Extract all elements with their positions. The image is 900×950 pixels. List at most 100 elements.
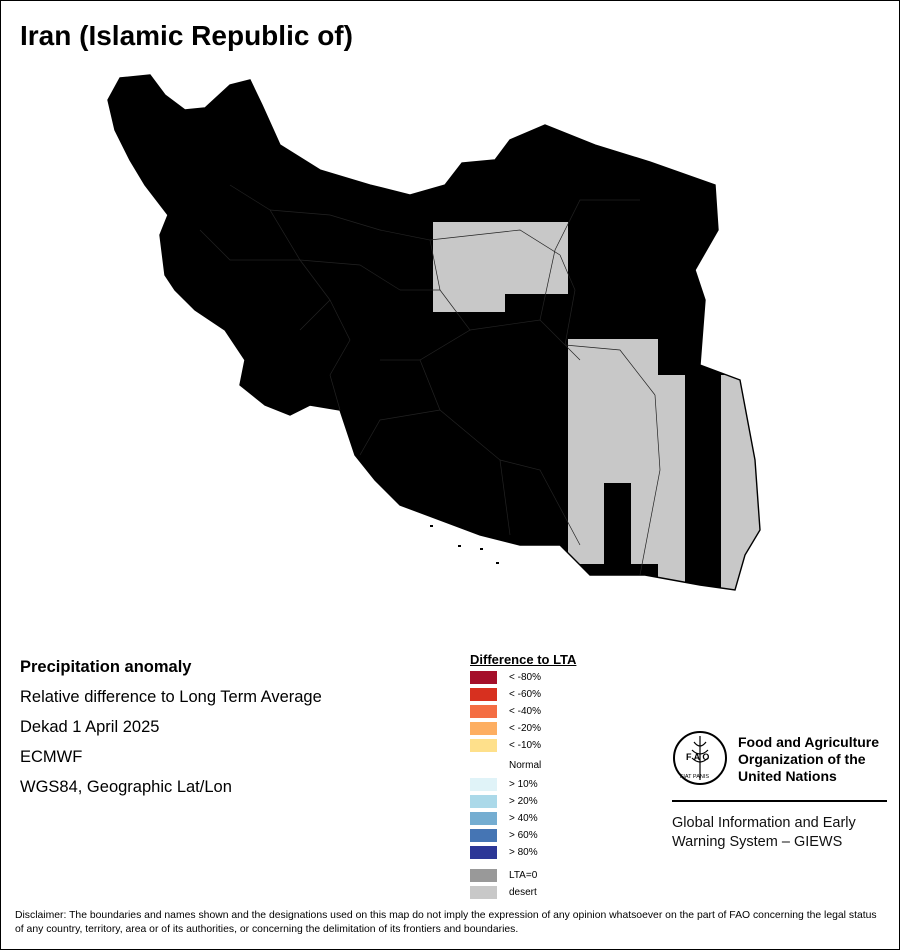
- anomaly-cell: [145, 393, 154, 402]
- anomaly-cell: [388, 402, 397, 411]
- legend-swatch: [470, 722, 497, 735]
- anomaly-cell: [604, 285, 613, 294]
- anomaly-cell: [649, 195, 658, 204]
- anomaly-cell: [667, 186, 676, 195]
- anomaly-cell: [433, 357, 442, 366]
- anomaly-cell: [631, 312, 640, 321]
- anomaly-cell: [676, 240, 685, 249]
- anomaly-cell: [595, 546, 604, 555]
- anomaly-cell: [595, 420, 604, 429]
- anomaly-cell: [289, 87, 298, 96]
- anomaly-cell: [577, 411, 586, 420]
- anomaly-cell: [379, 420, 388, 429]
- anomaly-cell: [325, 195, 334, 204]
- anomaly-cell: [145, 546, 154, 555]
- anomaly-cell: [442, 456, 451, 465]
- anomaly-cell: [775, 357, 784, 366]
- anomaly-cell: [172, 393, 181, 402]
- anomaly-cell: [451, 87, 460, 96]
- anomaly-cell: [451, 393, 460, 402]
- anomaly-cell: [451, 591, 460, 600]
- anomaly-cell: [127, 267, 136, 276]
- anomaly-cell: [406, 96, 415, 105]
- anomaly-cell: [505, 312, 514, 321]
- anomaly-cell: [127, 150, 136, 159]
- anomaly-cell: [487, 564, 496, 573]
- anomaly-cell: [226, 474, 235, 483]
- anomaly-cell: [406, 321, 415, 330]
- anomaly-cell: [334, 330, 343, 339]
- anomaly-cell: [514, 150, 523, 159]
- anomaly-cell: [280, 501, 289, 510]
- anomaly-cell: [460, 87, 469, 96]
- anomaly-cell: [145, 519, 154, 528]
- anomaly-cell: [379, 474, 388, 483]
- anomaly-cell: [613, 420, 622, 429]
- anomaly-cell: [325, 420, 334, 429]
- anomaly-cell: [748, 528, 757, 537]
- anomaly-cell: [235, 429, 244, 438]
- anomaly-cell: [388, 582, 397, 590]
- anomaly-cell: [685, 267, 694, 276]
- anomaly-cell: [550, 267, 559, 276]
- anomaly-cell: [109, 267, 118, 276]
- anomaly-cell: [586, 537, 595, 546]
- anomaly-cell: [136, 195, 145, 204]
- anomaly-cell: [613, 348, 622, 357]
- anomaly-cell: [793, 375, 800, 384]
- anomaly-cell: [667, 528, 676, 537]
- anomaly-cell: [334, 357, 343, 366]
- anomaly-cell: [694, 429, 703, 438]
- info-heading: Precipitation anomaly: [20, 658, 192, 676]
- anomaly-cell: [172, 231, 181, 240]
- anomaly-cell: [262, 546, 271, 555]
- anomaly-cell: [496, 591, 505, 600]
- anomaly-cell: [469, 564, 478, 573]
- anomaly-cell: [424, 294, 433, 303]
- anomaly-cell: [199, 573, 208, 582]
- anomaly-cell: [784, 519, 793, 528]
- anomaly-cell: [685, 519, 694, 528]
- anomaly-cell: [370, 429, 379, 438]
- anomaly-cell: [280, 159, 289, 168]
- anomaly-cell: [388, 87, 397, 96]
- anomaly-cell: [676, 429, 685, 438]
- anomaly-cell: [577, 474, 586, 483]
- anomaly-cell: [370, 546, 379, 555]
- anomaly-cell: [199, 240, 208, 249]
- anomaly-cell: [217, 285, 226, 294]
- anomaly-cell: [136, 150, 145, 159]
- anomaly-cell: [748, 465, 757, 474]
- anomaly-cell: [181, 474, 190, 483]
- anomaly-cell: [289, 168, 298, 177]
- anomaly-cell: [136, 492, 145, 501]
- anomaly-cell: [640, 87, 649, 96]
- anomaly-cell: [217, 321, 226, 330]
- anomaly-cell: [487, 402, 496, 411]
- anomaly-cell: [766, 447, 775, 456]
- anomaly-cell: [379, 537, 388, 546]
- anomaly-cell: [559, 528, 568, 537]
- anomaly-cell: [316, 213, 325, 222]
- anomaly-cell: [244, 519, 253, 528]
- anomaly-cell: [631, 87, 640, 96]
- anomaly-cell: [460, 510, 469, 519]
- anomaly-cell: [136, 330, 145, 339]
- anomaly-cell: [388, 501, 397, 510]
- anomaly-cell: [622, 411, 631, 420]
- anomaly-cell: [235, 186, 244, 195]
- anomaly-cell: [757, 393, 760, 402]
- anomaly-cell: [361, 555, 370, 564]
- anomaly-cell: [541, 141, 550, 150]
- anomaly-cell: [253, 222, 262, 231]
- anomaly-cell: [613, 105, 622, 114]
- anomaly-cell: [190, 276, 199, 285]
- anomaly-cell: [109, 222, 118, 231]
- anomaly-cell: [487, 75, 496, 78]
- anomaly-cell: [280, 465, 289, 474]
- anomaly-cell: [352, 375, 361, 384]
- anomaly-cell: [451, 573, 460, 582]
- anomaly-cell: [541, 150, 550, 159]
- anomaly-cell: [190, 483, 199, 492]
- anomaly-cell: [415, 420, 424, 429]
